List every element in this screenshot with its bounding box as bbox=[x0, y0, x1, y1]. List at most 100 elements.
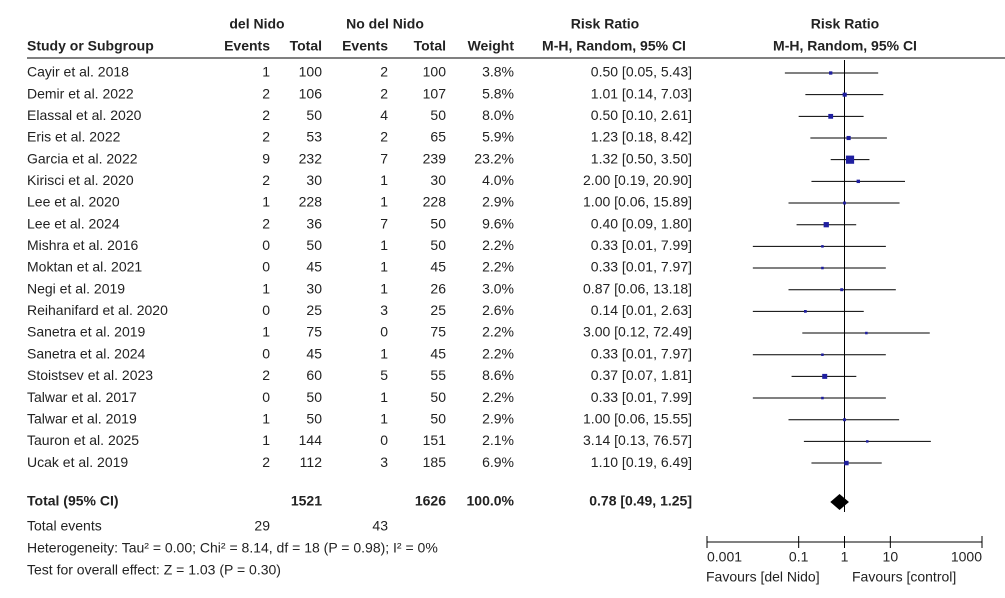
cell: 50 bbox=[430, 410, 446, 426]
total-cell: 100.0% bbox=[467, 493, 515, 509]
cell: 30 bbox=[306, 172, 322, 188]
cell: 2.2% bbox=[482, 237, 514, 253]
cell: 0 bbox=[380, 432, 388, 448]
cell: 75 bbox=[306, 324, 322, 340]
column-header: Events bbox=[224, 38, 270, 54]
cell: 2 bbox=[262, 85, 270, 101]
study-name: Garcia et al. 2022 bbox=[27, 150, 138, 166]
overall-effect: Test for overall effect: Z = 1.03 (P = 0… bbox=[27, 562, 281, 578]
cell: 1.00 [0.06, 15.55] bbox=[583, 410, 692, 426]
cell: 45 bbox=[306, 259, 322, 275]
cell: 75 bbox=[430, 324, 446, 340]
study-name: Cayir et al. 2018 bbox=[27, 64, 129, 80]
cell: 0 bbox=[262, 302, 270, 318]
cell: 50 bbox=[306, 237, 322, 253]
cell: 1 bbox=[380, 259, 388, 275]
study-name: Talwar et al. 2017 bbox=[27, 389, 137, 405]
cell: 2.2% bbox=[482, 259, 514, 275]
cell: 0.33 [0.01, 7.99] bbox=[591, 237, 692, 253]
cell: 4.0% bbox=[482, 172, 514, 188]
cell: 23.2% bbox=[474, 150, 514, 166]
study-name: Eris et al. 2022 bbox=[27, 129, 121, 145]
cell: 65 bbox=[430, 129, 446, 145]
cell: 45 bbox=[306, 345, 322, 361]
cell: 1 bbox=[380, 389, 388, 405]
cell: 2.2% bbox=[482, 389, 514, 405]
summary-diamond bbox=[830, 494, 849, 510]
total-cell: 0.78 [0.49, 1.25] bbox=[589, 493, 692, 509]
cell: 55 bbox=[430, 367, 446, 383]
effect-square bbox=[842, 92, 847, 97]
events-cell: 29 bbox=[254, 518, 270, 534]
cell: 1 bbox=[380, 345, 388, 361]
cell: 0.14 [0.01, 2.63] bbox=[591, 302, 692, 318]
cell: 100 bbox=[423, 64, 447, 80]
group-header: No del Nido bbox=[346, 16, 424, 32]
cell: 50 bbox=[430, 389, 446, 405]
effect-square bbox=[865, 331, 868, 335]
cell: 3 bbox=[380, 302, 388, 318]
cell: 107 bbox=[423, 85, 447, 101]
cell: 112 bbox=[300, 454, 323, 470]
cell: 4 bbox=[380, 107, 388, 123]
x-tick-label: 1 bbox=[841, 549, 849, 565]
cell: 1 bbox=[380, 410, 388, 426]
study-name: Kirisci et al. 2020 bbox=[27, 172, 134, 188]
group-header: del Nido bbox=[229, 16, 284, 32]
cell: 185 bbox=[423, 454, 447, 470]
cell: 5.8% bbox=[482, 85, 514, 101]
effect-square bbox=[821, 245, 824, 248]
study-name: Moktan et al. 2021 bbox=[27, 259, 142, 275]
effect-square bbox=[846, 135, 851, 141]
cell: 1 bbox=[380, 237, 388, 253]
effect-square bbox=[866, 440, 869, 443]
effect-square bbox=[843, 201, 846, 205]
cell: 6.9% bbox=[482, 454, 514, 470]
cell: 45 bbox=[430, 345, 446, 361]
cell: 50 bbox=[430, 107, 446, 123]
total-cell: 1521 bbox=[291, 493, 322, 509]
cell: 26 bbox=[430, 280, 446, 296]
cell: 25 bbox=[430, 302, 446, 318]
cell: 1 bbox=[380, 172, 388, 188]
total-cell: 1626 bbox=[415, 493, 446, 509]
cell: 9.6% bbox=[482, 215, 514, 231]
cell: 8.0% bbox=[482, 107, 514, 123]
cell: 0 bbox=[262, 237, 270, 253]
cell: 3.14 [0.13, 76.57] bbox=[583, 432, 692, 448]
cell: 106 bbox=[299, 85, 323, 101]
cell: 30 bbox=[306, 280, 322, 296]
cell: 45 bbox=[430, 259, 446, 275]
x-tick-label: 10 bbox=[883, 549, 899, 565]
effect-square bbox=[856, 179, 860, 184]
effect-square bbox=[821, 266, 824, 270]
cell: 1.10 [0.19, 6.49] bbox=[591, 454, 692, 470]
study-name: Lee et al. 2020 bbox=[27, 194, 120, 210]
effect-square bbox=[821, 353, 824, 356]
study-name: Tauron et al. 2025 bbox=[27, 432, 139, 448]
cell: 3.8% bbox=[482, 64, 514, 80]
cell: 144 bbox=[299, 432, 323, 448]
study-name: Sanetra et al. 2024 bbox=[27, 345, 146, 361]
effect-square bbox=[845, 155, 855, 164]
effect-square bbox=[829, 71, 833, 75]
study-name: Reihanifard et al. 2020 bbox=[27, 302, 168, 318]
x-tick-label: 1000 bbox=[951, 549, 982, 565]
cell: 50 bbox=[430, 215, 446, 231]
cell: 3.0% bbox=[482, 280, 514, 296]
effect-square bbox=[840, 288, 844, 292]
cell: 151 bbox=[423, 432, 447, 448]
cell: 2 bbox=[262, 454, 270, 470]
x-tick-label: 0.1 bbox=[789, 549, 809, 565]
cell: 1 bbox=[380, 280, 388, 296]
column-header: Total bbox=[290, 38, 322, 54]
cell: 232 bbox=[299, 150, 323, 166]
cell: 60 bbox=[306, 367, 322, 383]
cell: 2.9% bbox=[482, 194, 514, 210]
effect-square bbox=[828, 113, 834, 119]
study-name: Elassal et al. 2020 bbox=[27, 107, 142, 123]
study-name: Negi et al. 2019 bbox=[27, 280, 125, 296]
effect-square bbox=[821, 396, 824, 400]
cell: 2.2% bbox=[482, 345, 514, 361]
effect-square bbox=[823, 222, 829, 228]
